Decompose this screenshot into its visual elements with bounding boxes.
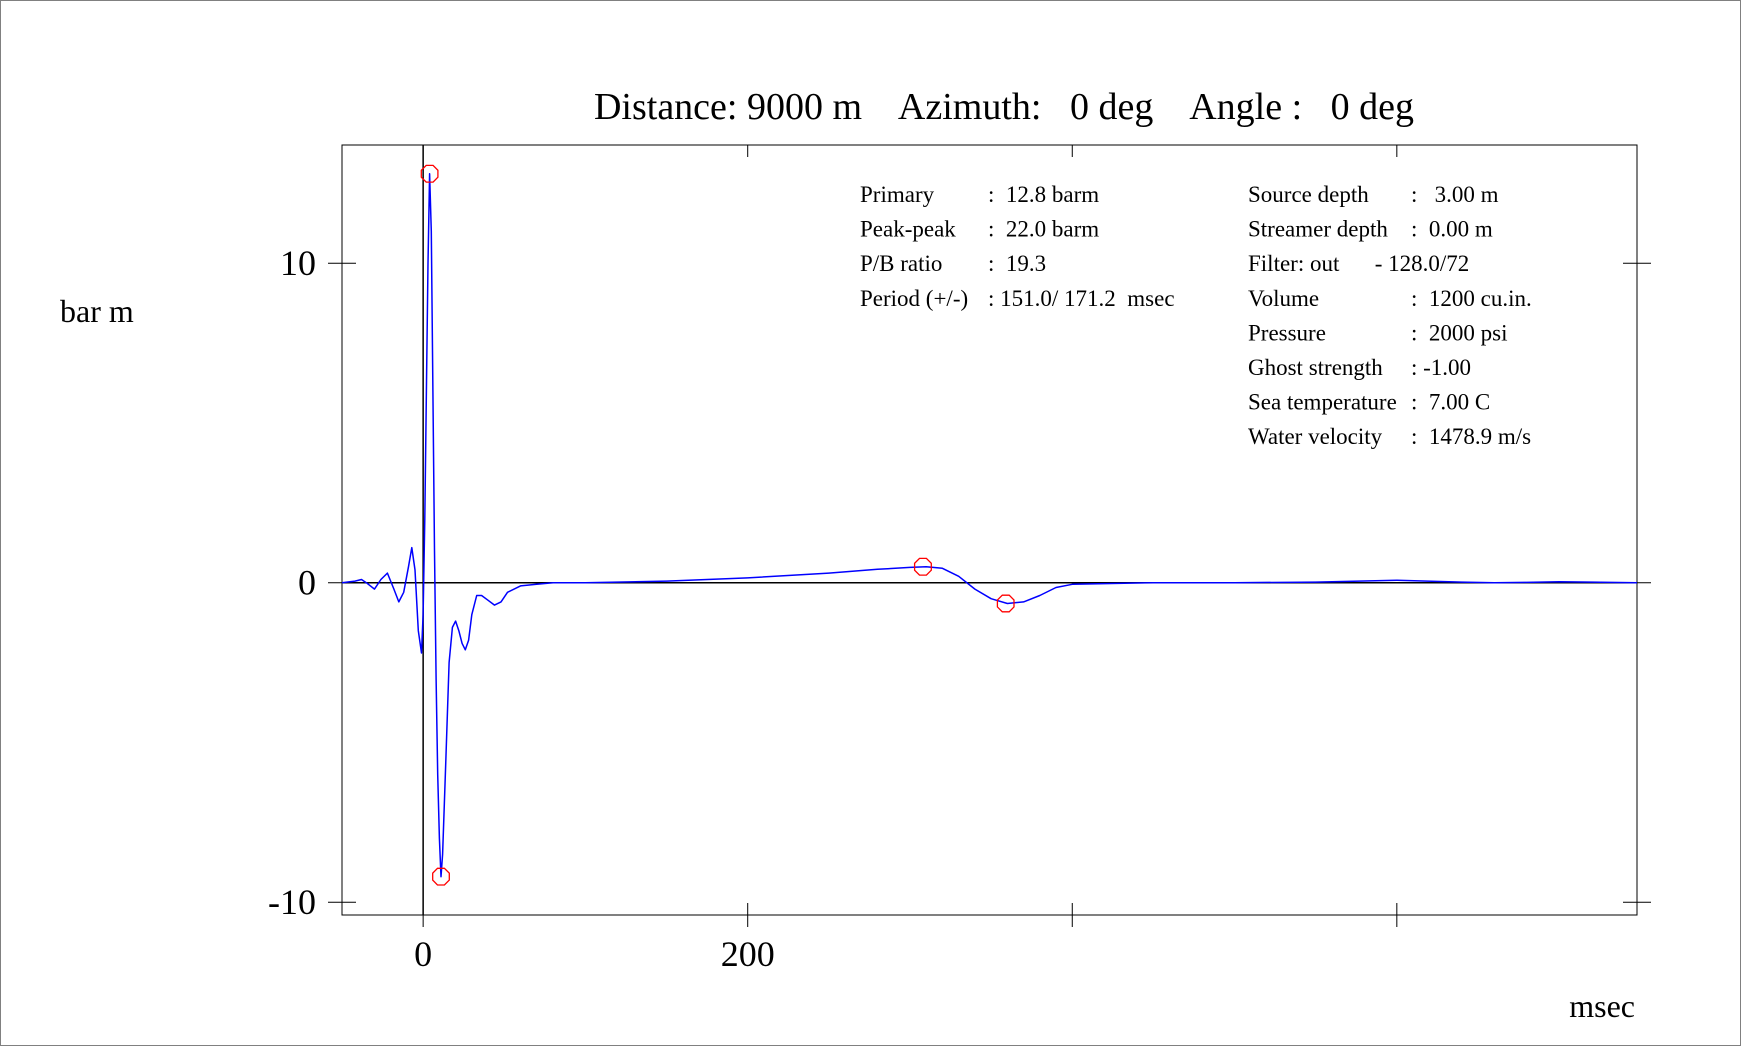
info-right-label: Volume [1248, 286, 1319, 311]
y-tick-label: -10 [268, 882, 316, 922]
info-right-value: : -1.00 [1411, 355, 1471, 380]
info-right-label: Water velocity [1248, 424, 1383, 449]
info-left-label: Peak-peak [860, 217, 956, 242]
info-right-label: Ghost strength [1248, 355, 1383, 380]
x-tick-label: 200 [721, 934, 775, 974]
info-right-value: - 128.0/72 [1369, 251, 1469, 276]
info-right-label: Sea temperature [1248, 390, 1397, 415]
info-left-value: : 12.8 barm [988, 182, 1099, 207]
info-right-value: : 7.00 C [1411, 390, 1490, 415]
info-right-label: Source depth [1248, 182, 1369, 207]
info-left-value: : 22.0 barm [988, 217, 1099, 242]
x-axis-unit: msec [1569, 988, 1635, 1024]
x-tick-label: 0 [414, 934, 432, 974]
y-tick-label: 10 [280, 243, 316, 283]
info-right-value: : 1478.9 m/s [1411, 424, 1531, 449]
info-left-value: : 19.3 [988, 251, 1046, 276]
info-right-label: Pressure [1248, 320, 1326, 345]
info-right-value: : 2000 psi [1411, 320, 1507, 345]
y-tick-label: 0 [298, 563, 316, 603]
info-right-value: : 0.00 m [1411, 217, 1493, 242]
info-right-label: Streamer depth [1248, 217, 1388, 242]
info-left-label: P/B ratio [860, 251, 942, 276]
info-right-label: Filter: out [1248, 251, 1340, 276]
info-left-label: Primary [860, 182, 935, 207]
info-left-label: Period (+/-) [860, 286, 968, 311]
info-right-value: : 3.00 m [1411, 182, 1499, 207]
chart-title: Distance: 9000 m Azimuth: 0 deg Angle : … [594, 86, 1414, 128]
y-axis-unit: bar m [60, 293, 134, 329]
info-right-value: : 1200 cu.in. [1411, 286, 1532, 311]
info-left-value: : 151.0/ 171.2 msec [988, 286, 1175, 311]
